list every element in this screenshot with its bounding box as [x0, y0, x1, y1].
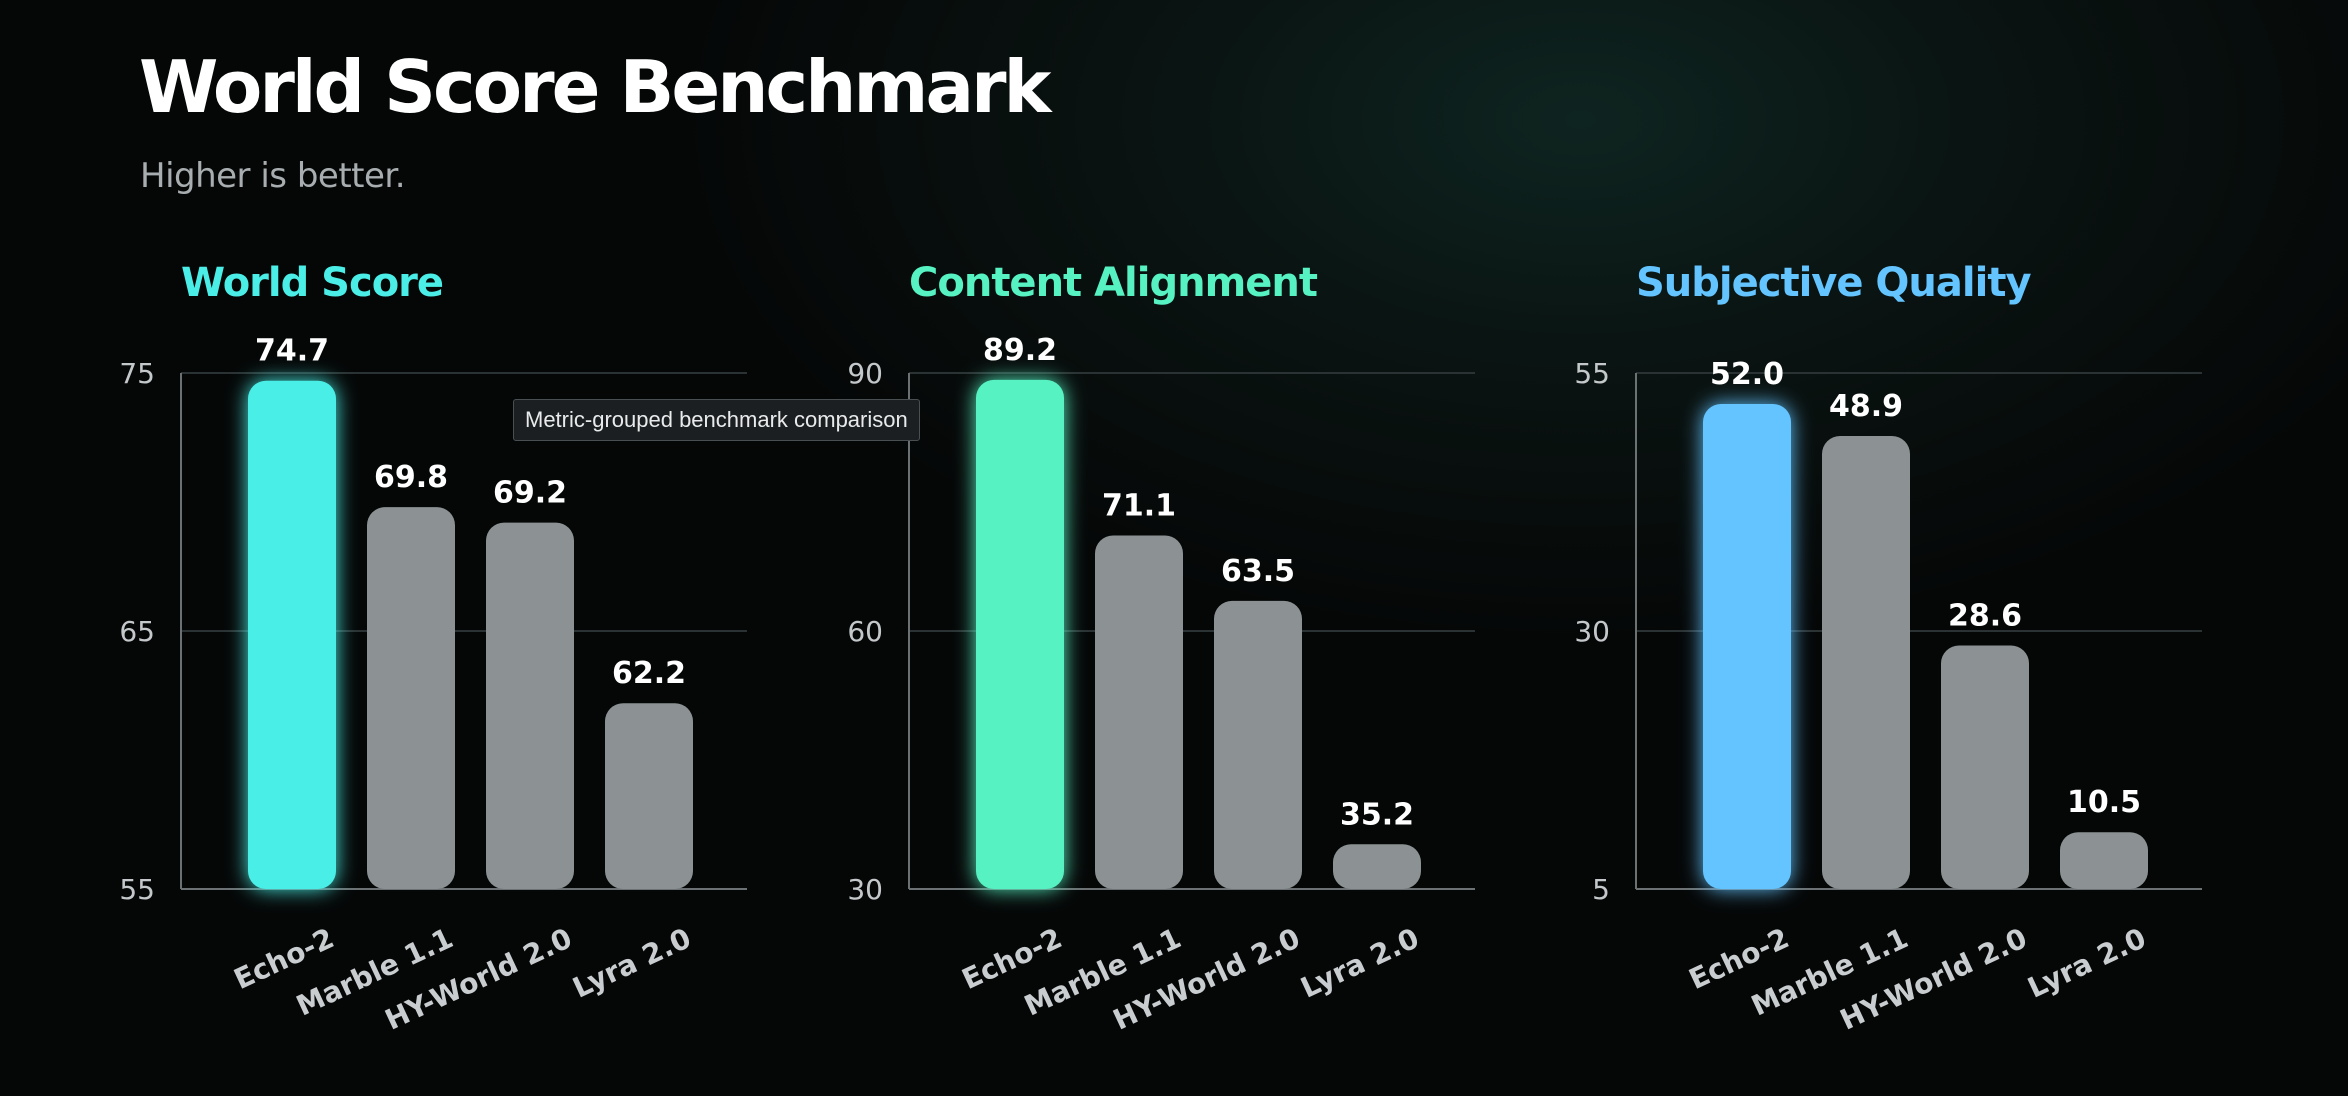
value-label: 69.8: [374, 460, 448, 495]
value-label: 62.2: [612, 656, 686, 691]
y-tick-label: 55: [119, 873, 155, 906]
bar-lyra-2-0: [2060, 832, 2148, 889]
bar-hy-world-2-0: [1941, 645, 2029, 889]
bar-marble-1-1: [1822, 435, 1910, 889]
y-tick-label: 30: [847, 873, 883, 906]
y-tick-label: 30: [1574, 615, 1610, 648]
chart-title: Subjective Quality: [1636, 260, 2031, 306]
bar-lyra-2-0: [1333, 844, 1421, 889]
page-subtitle: Higher is better.: [140, 156, 406, 196]
value-label: 63.5: [1221, 554, 1295, 589]
bar-hy-world-2-0: [486, 522, 574, 889]
value-label: 74.7: [255, 334, 329, 369]
category-label: Lyra 2.0: [568, 921, 696, 1004]
y-tick-label: 75: [119, 357, 155, 390]
bar-echo-2: [248, 380, 336, 889]
bar-lyra-2-0: [605, 703, 693, 889]
y-tick-label: 55: [1574, 357, 1610, 390]
bar-marble-1-1: [367, 507, 455, 889]
value-label: 89.2: [983, 333, 1057, 368]
value-label: 48.9: [1829, 389, 1903, 424]
y-tick-label: 65: [119, 615, 155, 648]
chart-panel-2: Content Alignment30609089.2Echo-271.1Mar…: [847, 260, 1475, 1037]
chart-title: World Score: [181, 260, 443, 306]
value-label: 69.2: [493, 476, 567, 511]
y-tick-label: 60: [847, 615, 883, 648]
y-tick-label: 5: [1592, 873, 1610, 906]
bar-echo-2: [1703, 403, 1791, 889]
value-label: 35.2: [1340, 797, 1414, 832]
bar-echo-2: [976, 379, 1064, 889]
bar-hy-world-2-0: [1214, 600, 1302, 889]
chart-tooltip: Metric-grouped benchmark comparison: [513, 399, 920, 442]
value-label: 52.0: [1710, 357, 1784, 392]
value-label: 10.5: [2067, 785, 2141, 820]
bar-marble-1-1: [1095, 535, 1183, 889]
value-label: 71.1: [1102, 489, 1176, 524]
category-label: Lyra 2.0: [1296, 921, 1424, 1004]
category-label: Lyra 2.0: [2023, 921, 2151, 1004]
chart-title: Content Alignment: [909, 260, 1318, 306]
page-title: World Score Benchmark: [139, 45, 1051, 129]
y-tick-label: 90: [847, 357, 883, 390]
value-label: 28.6: [1948, 598, 2022, 633]
